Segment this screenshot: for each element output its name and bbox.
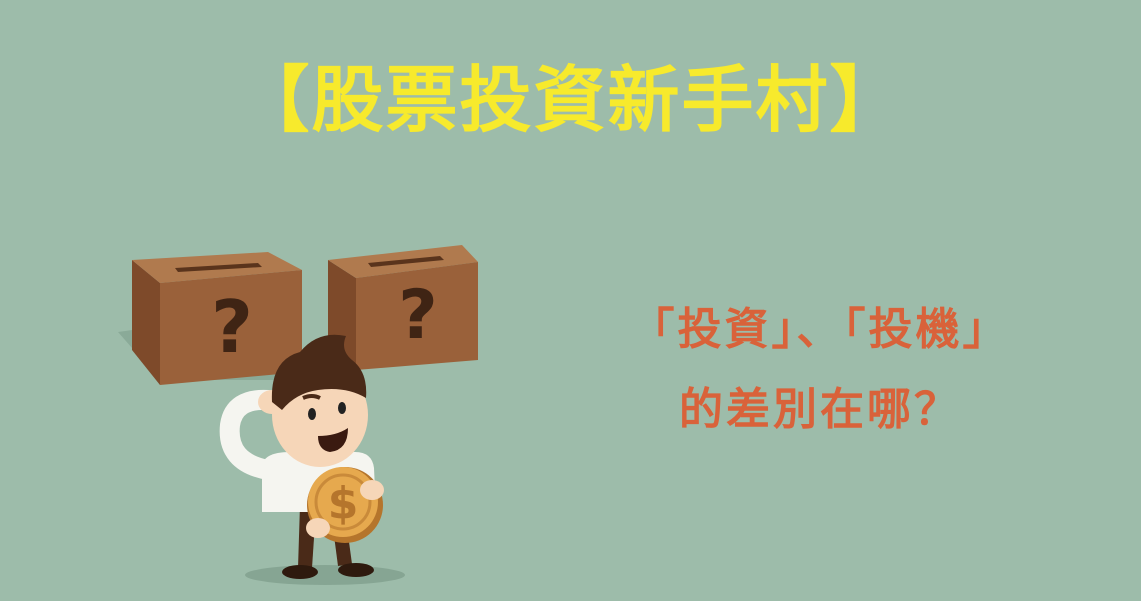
box-left-question-mark: ?: [211, 285, 253, 369]
confused-man: $: [219, 334, 384, 579]
question-line-2: 的差別在哪？: [679, 384, 961, 435]
mystery-box-left: ?: [132, 252, 302, 385]
dollar-sign: $: [328, 478, 359, 529]
ground-shadow: [245, 565, 405, 585]
question-line-1: 「投資」、「投機」: [630, 304, 1010, 355]
box-right-question-mark: ?: [398, 276, 437, 355]
series-title: 【股票投資新手村】: [237, 58, 904, 142]
mystery-box-right: ?: [328, 245, 478, 370]
